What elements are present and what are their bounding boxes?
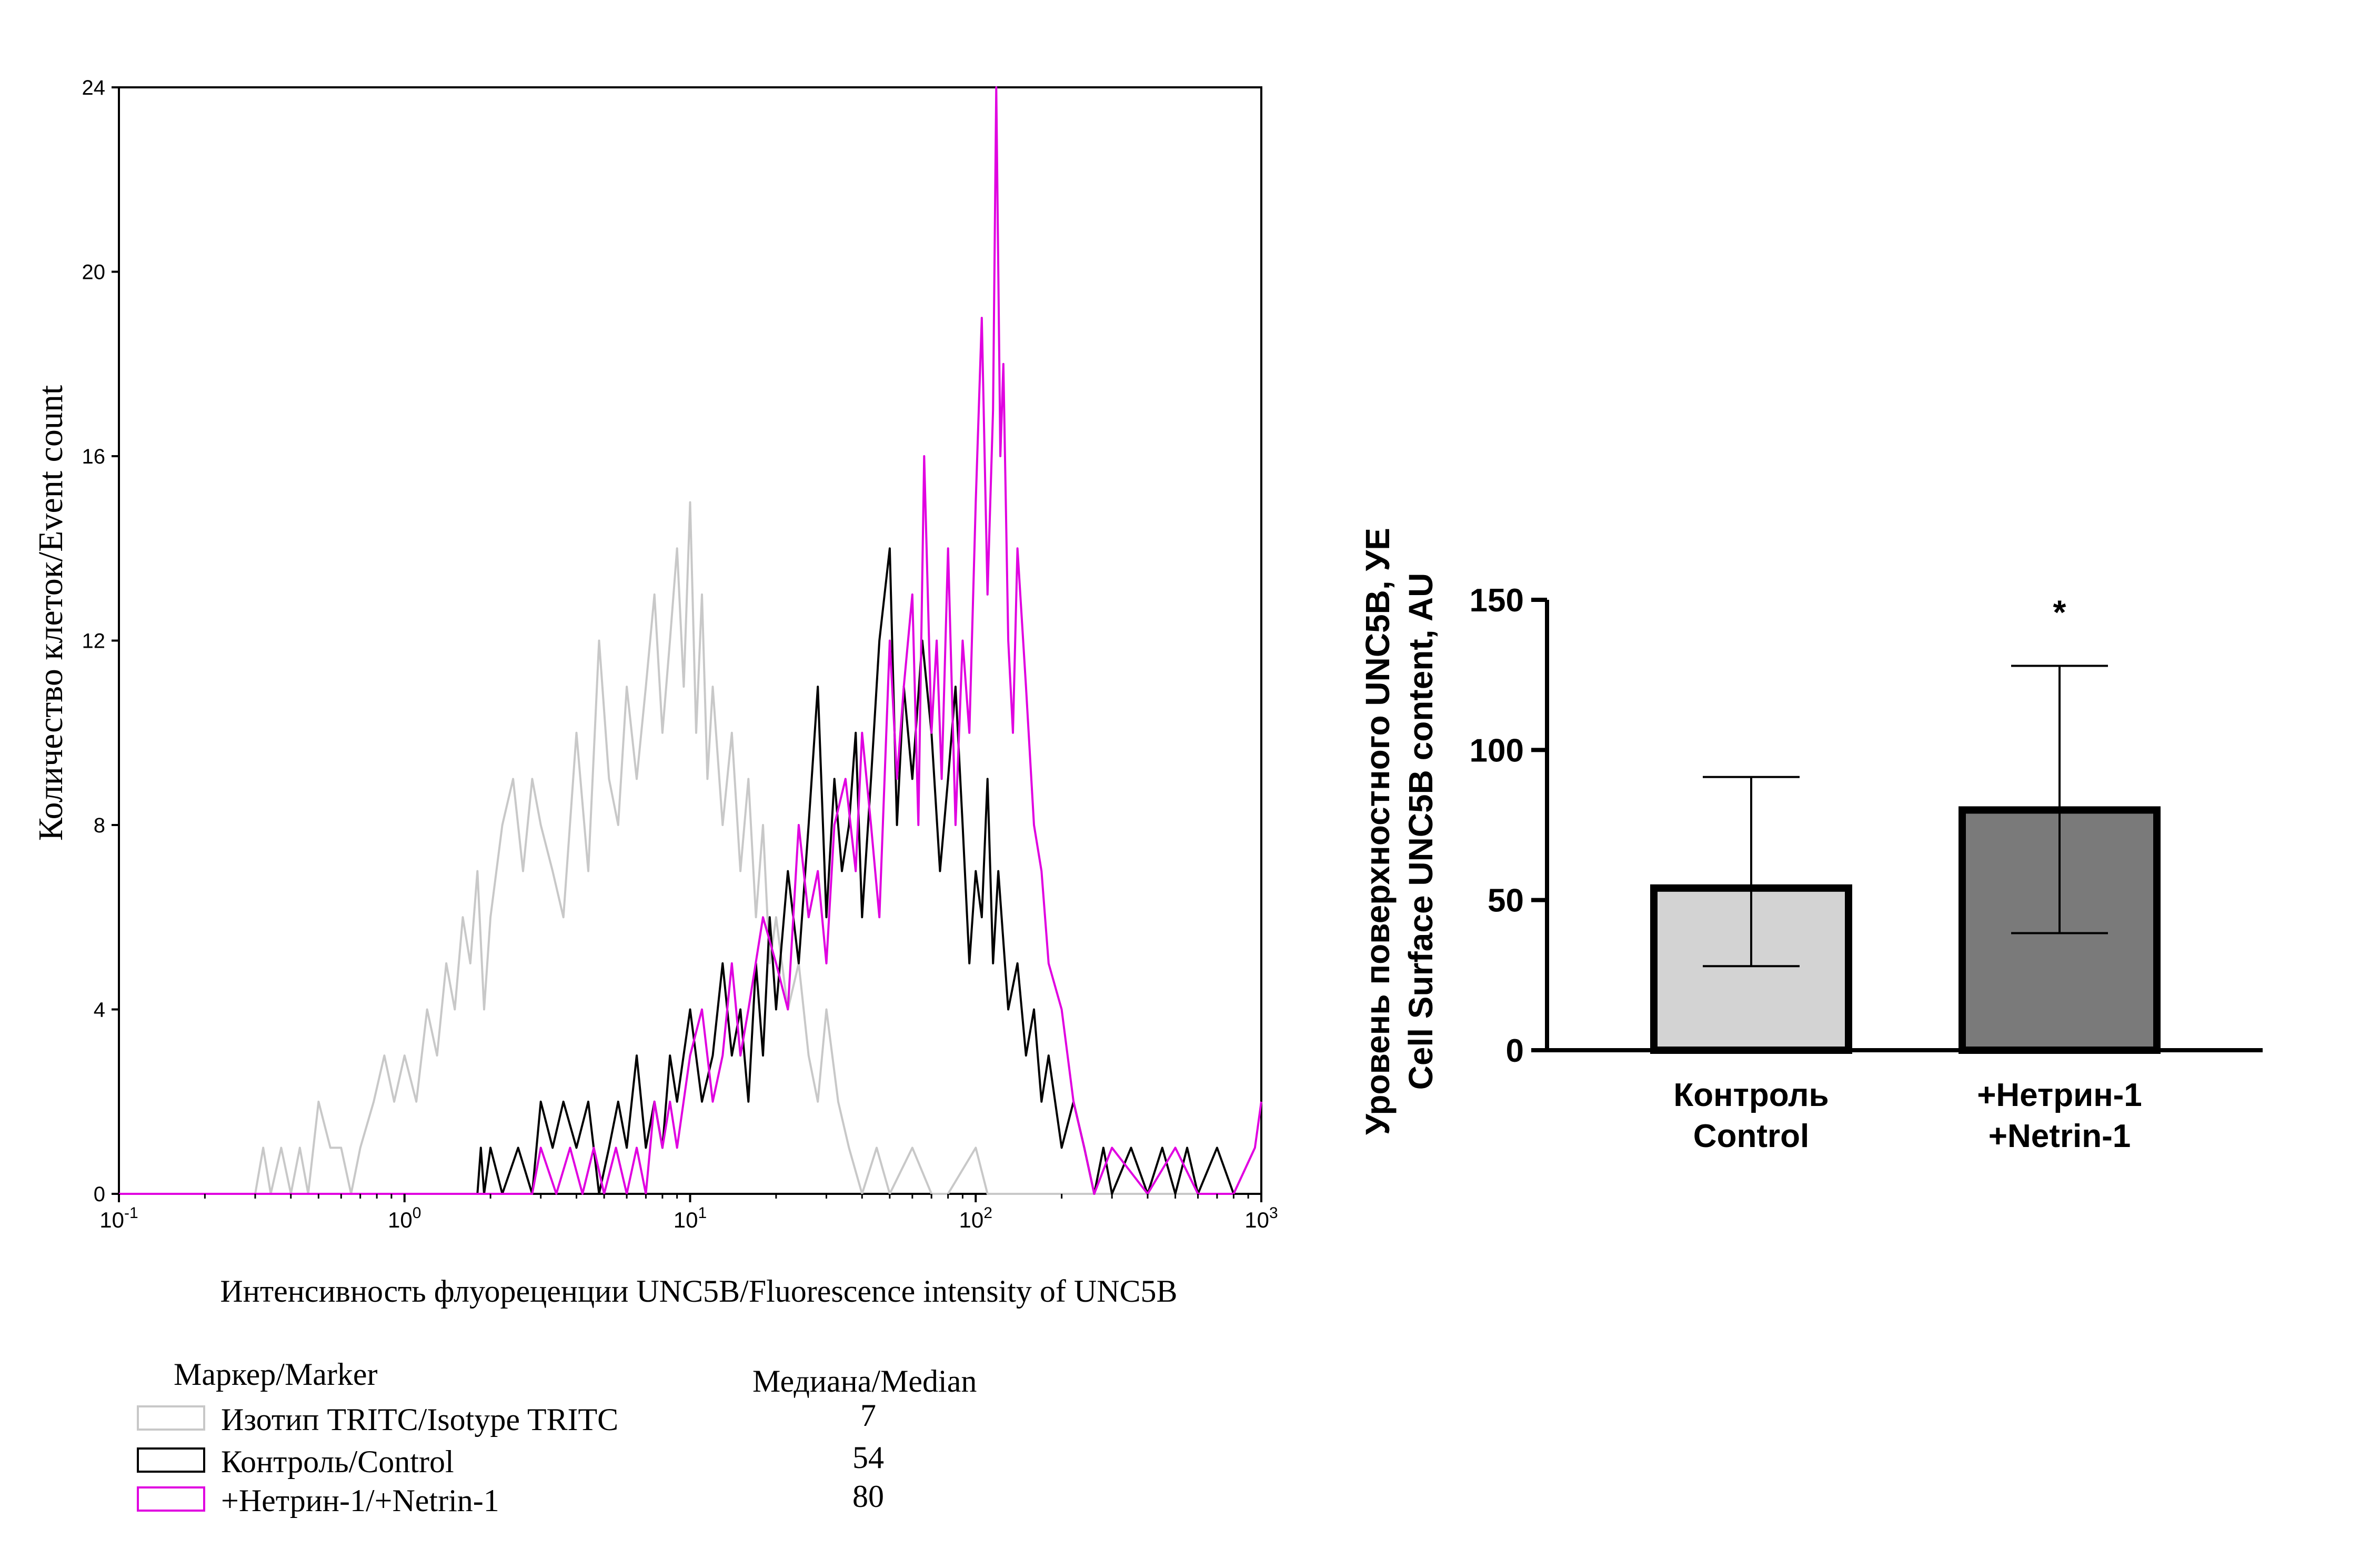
histogram-legend: Маркер/Marker Медиана/Median Изотип TRIT…	[137, 1357, 977, 1518]
bar-y-axis-label-line1: Уровень поверхностного UNC5B, УЕ	[1359, 528, 1397, 1135]
bar-y-tick-label: 100	[1470, 732, 1524, 769]
histogram-series-group	[119, 86, 1262, 1195]
bar-y-axis-label-line2: Cell Surface UNC5B content, AU	[1402, 573, 1440, 1090]
histogram-y-axis-label: Количество клеток/Event count	[32, 385, 70, 841]
tick-base: 10	[388, 1208, 413, 1232]
histogram-x-tick-label: 100	[388, 1204, 421, 1232]
tick-exponent: 1	[698, 1204, 707, 1222]
histogram-x-tick-label: 102	[959, 1204, 992, 1232]
tick-base: 10	[1244, 1208, 1269, 1232]
legend-marker-header: Маркер/Marker	[174, 1357, 378, 1392]
significance-marker-2: *	[2053, 594, 2066, 631]
histogram-series-1	[119, 501, 1261, 1195]
bar-y-tick-label: 50	[1488, 883, 1524, 919]
bar-marks: *	[1650, 594, 2161, 1054]
histogram-y-tick-label: 4	[94, 999, 105, 1022]
legend-median-3: 80	[852, 1479, 884, 1514]
histogram-series-3	[119, 86, 1262, 1195]
histogram-series-2	[119, 547, 1261, 1195]
tick-base: 10	[674, 1208, 698, 1232]
histogram-y-tick-label: 24	[82, 76, 106, 99]
legend-median-1: 7	[860, 1398, 876, 1433]
bar-category-label-line1-1: Контроль	[1673, 1077, 1829, 1113]
histogram-x-ticks: 10-1 100 101 102 103	[99, 1194, 1278, 1232]
legend-entries: Изотип TRITC/Isotype TRITC 7 Контроль/Cont…	[137, 1398, 884, 1518]
bar-y-tick-label: 0	[1506, 1033, 1524, 1069]
legend-swatch-3	[137, 1486, 205, 1512]
bar-category-label-line2-1: Control	[1693, 1118, 1809, 1154]
legend-label-3: +Нетрин-1/+Netrin-1	[221, 1483, 499, 1518]
bar-category-label-line1-2: +Нетрин-1	[1977, 1077, 2142, 1113]
bar-category-labels: Контроль Control +Нетрин-1 +Netrin-1	[1673, 1077, 2142, 1154]
legend-swatch-1	[137, 1405, 205, 1431]
histogram-x-tick-label: 103	[1244, 1204, 1278, 1232]
bar-chart: 0 50 100 150 * Контроль Control +Нетрин-1 +Net…	[1359, 528, 2263, 1154]
histogram-y-tick-label: 12	[82, 630, 106, 653]
legend-median-header: Медиана/Median	[752, 1364, 977, 1399]
legend-median-2: 54	[852, 1440, 884, 1475]
bar-category-label-line2-2: +Netrin-1	[1989, 1118, 2131, 1154]
histogram-x-tick-label: 101	[674, 1204, 707, 1232]
tick-exponent: 0	[413, 1204, 421, 1222]
histogram-y-tick-label: 0	[94, 1183, 105, 1206]
histogram-plot-frame	[118, 86, 1262, 1195]
tick-base: 10	[99, 1208, 124, 1232]
histogram-x-tick-label: 10-1	[99, 1204, 138, 1232]
histogram-x-axis-label: Интенсивность флуореценции UNC5B/Fluores…	[220, 1274, 1177, 1309]
histogram-y-tick-label: 16	[82, 445, 106, 468]
histogram-y-ticks: 0 4 8 12 16 20 24	[82, 76, 119, 1206]
bar-y-tick-label: 150	[1470, 582, 1524, 619]
tick-exponent: 2	[983, 1204, 992, 1222]
legend-label-2: Контроль/Control	[221, 1444, 454, 1479]
tick-exponent: -1	[124, 1204, 138, 1222]
tick-base: 10	[959, 1208, 984, 1232]
histogram-y-tick-label: 20	[82, 261, 106, 284]
legend-swatch-2	[137, 1447, 205, 1473]
legend-label-1: Изотип TRITC/Isotype TRITC	[221, 1402, 618, 1437]
histogram-y-tick-label: 8	[94, 814, 105, 837]
tick-exponent: 3	[1269, 1204, 1278, 1222]
